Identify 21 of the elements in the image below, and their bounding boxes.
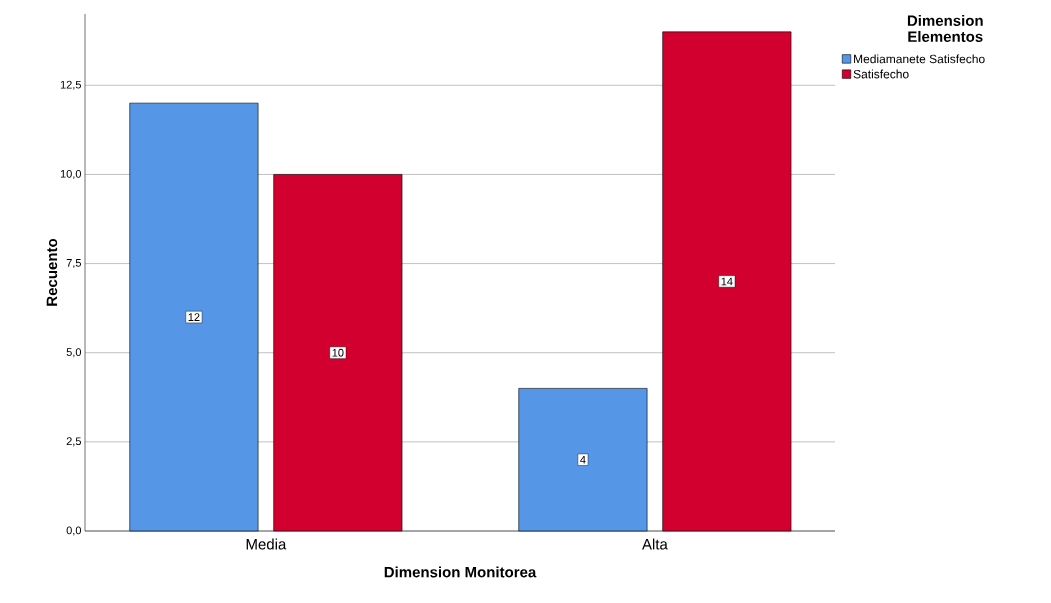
- x-tick-label: Alta: [642, 538, 668, 550]
- y-axis-title: Recuento: [46, 238, 58, 306]
- y-tick-label: 7,5: [66, 259, 81, 269]
- y-tick-label: 0,0: [66, 526, 82, 536]
- legend-title: Dimension Elementos: [907, 14, 983, 42]
- legend-label: Satisfecho: [853, 69, 909, 79]
- x-tick-label: Media: [246, 538, 287, 550]
- bar: [518, 388, 648, 532]
- data-label: 14: [721, 277, 733, 286]
- y-tick-label: 12,5: [60, 80, 81, 90]
- bar: [129, 102, 259, 532]
- data-label: 10: [332, 348, 344, 357]
- legend-label: Mediamanete Satisfecho: [854, 54, 985, 64]
- data-label: 12: [188, 313, 200, 321]
- bar: [273, 174, 403, 532]
- y-tick-label: 2,5: [66, 437, 81, 447]
- y-tick-label: 5,0: [66, 348, 82, 358]
- data-label: 4: [580, 455, 586, 464]
- bar: [662, 31, 792, 532]
- x-axis-title: Dimension Monitorea: [384, 566, 537, 578]
- y-tick-label: 10,0: [60, 169, 82, 179]
